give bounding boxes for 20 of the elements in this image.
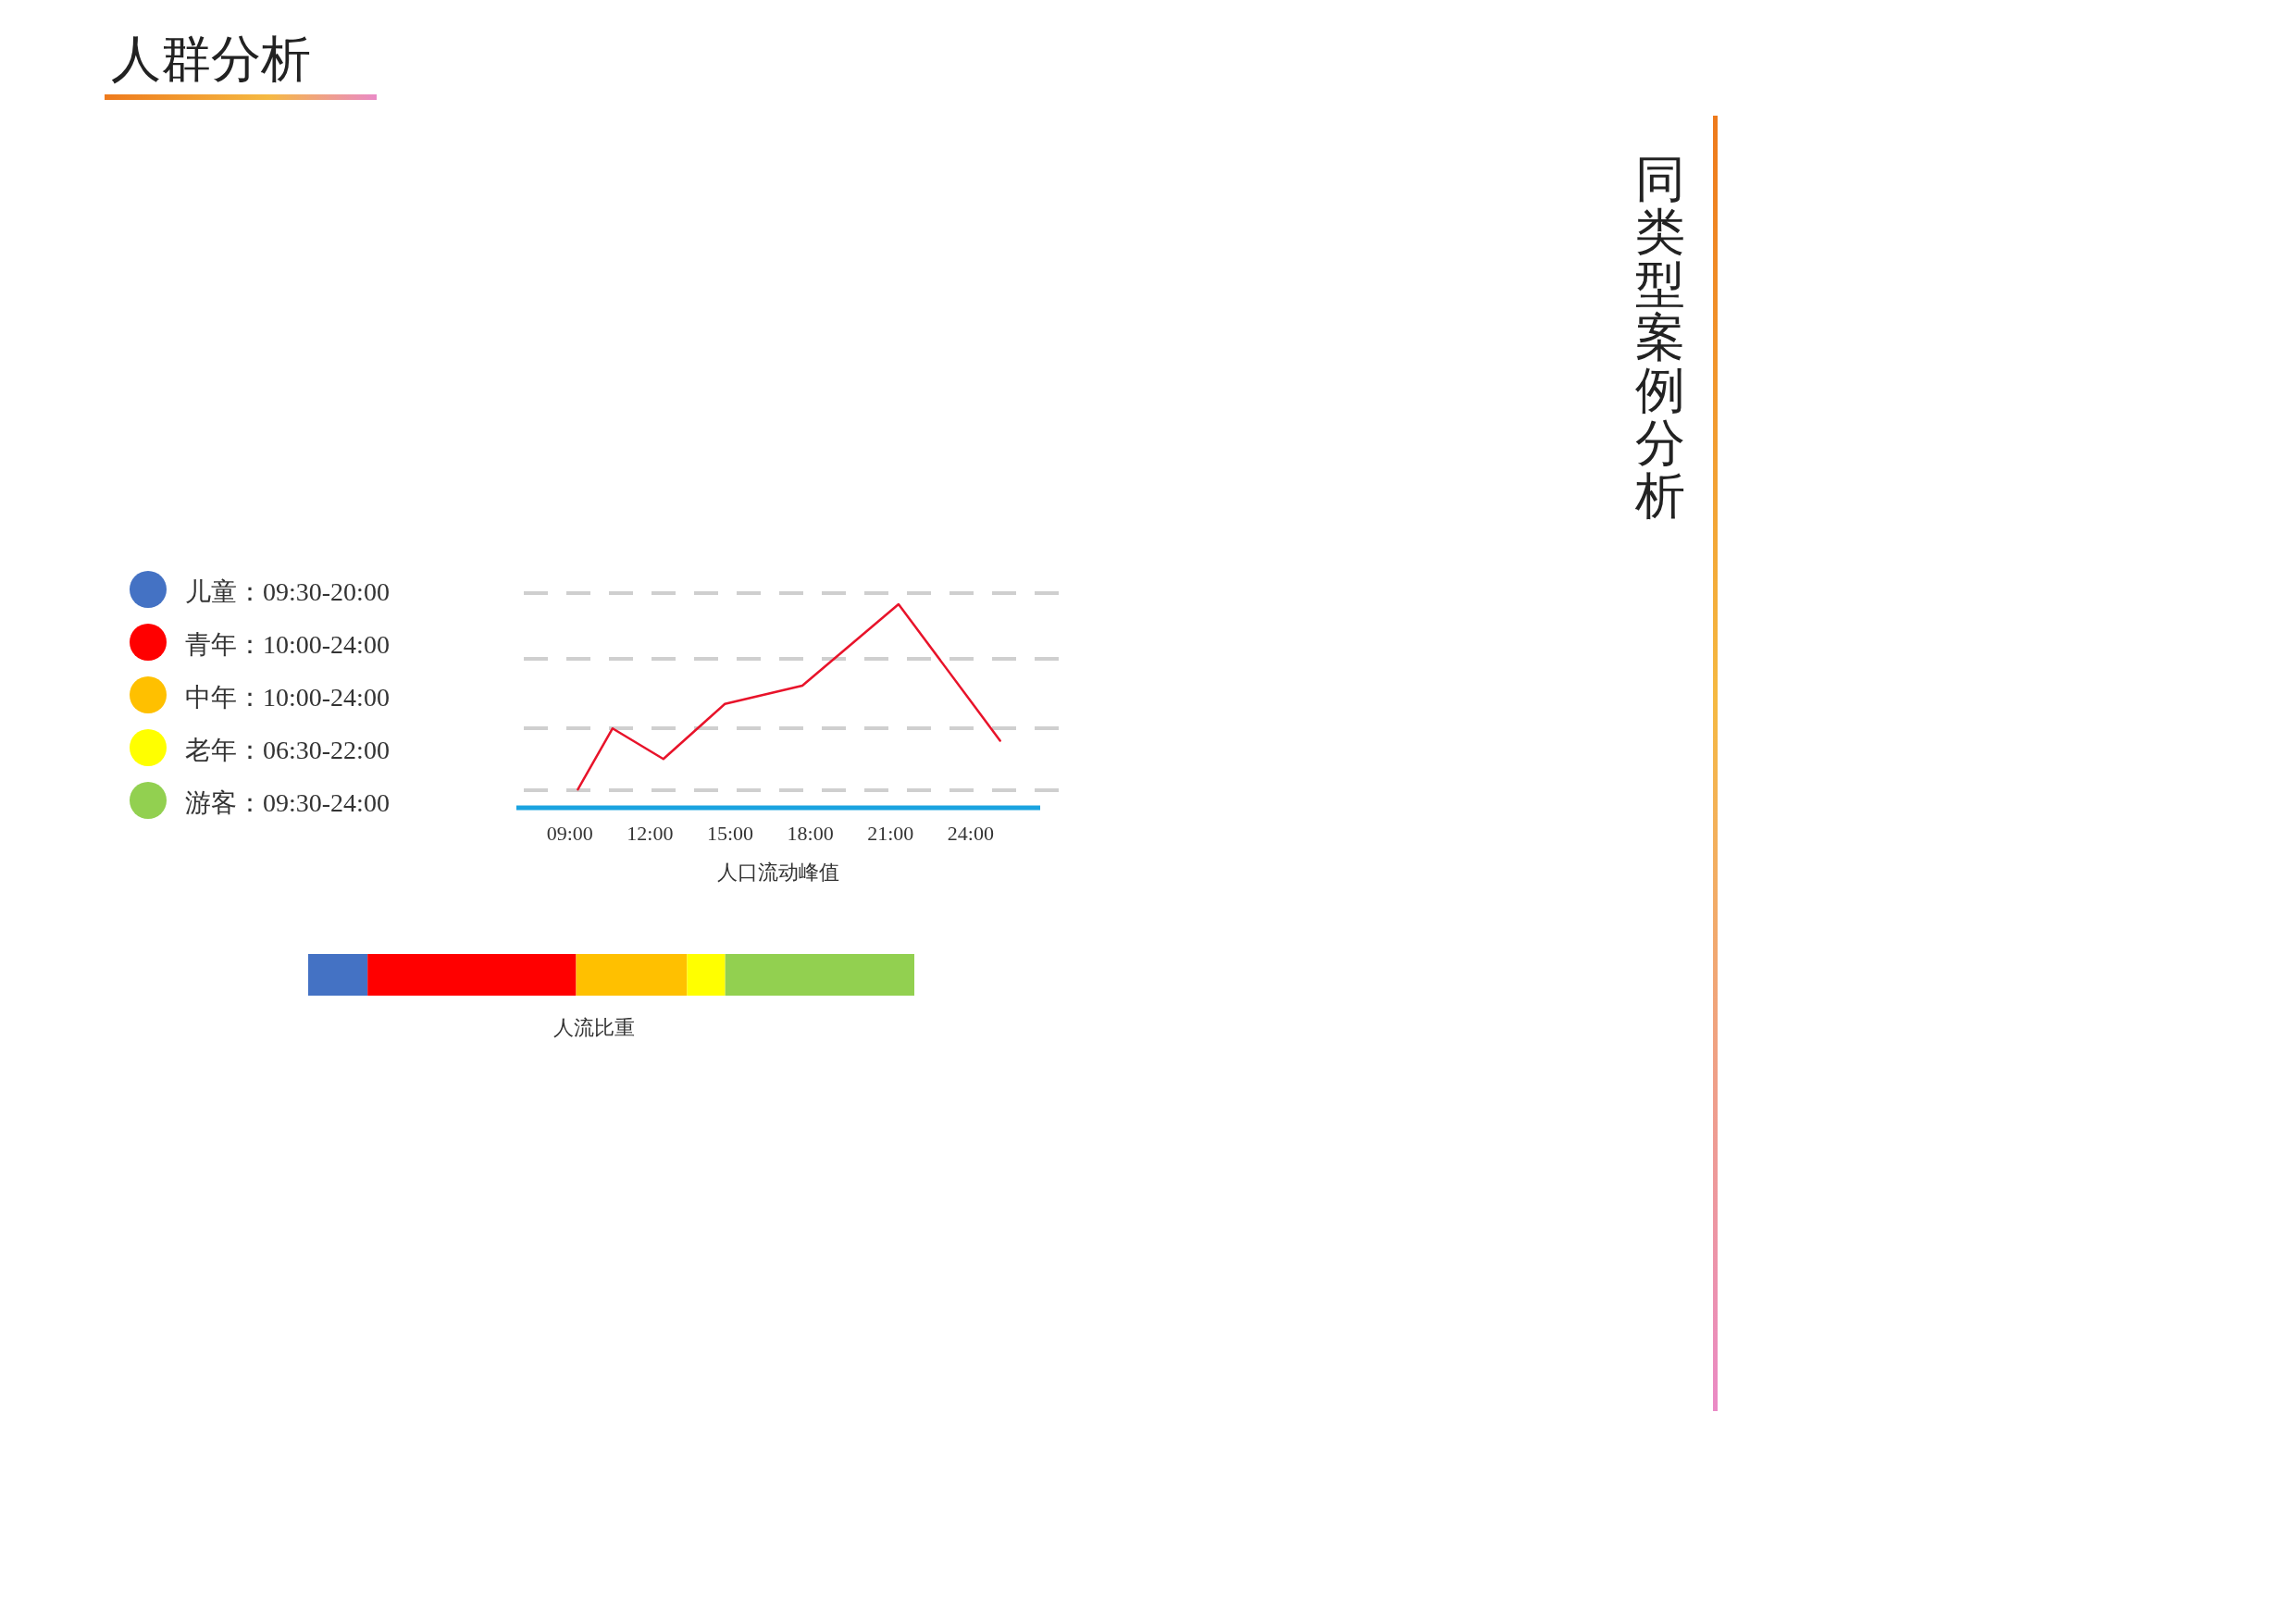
bar — [725, 954, 914, 996]
x-tick-label: 18:00 — [787, 822, 834, 845]
legend-label: 青年：10:00-24:00 — [185, 630, 390, 659]
x-tick-label: 24:00 — [947, 822, 994, 845]
text: 同类型案例分析 — [1634, 151, 1685, 523]
x-axis-title: 人口流动峰值 — [717, 861, 839, 884]
x-tick-label: 15:00 — [706, 822, 754, 845]
legend-label: 游客：09:30-24:00 — [185, 788, 390, 817]
bar — [687, 954, 726, 996]
x-axis-title: 人流比重 — [553, 1016, 635, 1039]
x-tick-label: 21:00 — [867, 822, 914, 845]
bar — [576, 954, 688, 996]
legend-label: 老年：06:30-22:00 — [185, 736, 390, 764]
legend-label: 儿童：09:30-20:00 — [185, 577, 390, 606]
x-tick-label: 12:00 — [627, 822, 674, 845]
text: 人群分析 — [111, 31, 311, 86]
bar — [308, 954, 368, 996]
legend-label: 中年：10:00-24:00 — [185, 683, 390, 712]
bar — [367, 954, 577, 996]
x-tick-label: 09:00 — [546, 822, 593, 845]
